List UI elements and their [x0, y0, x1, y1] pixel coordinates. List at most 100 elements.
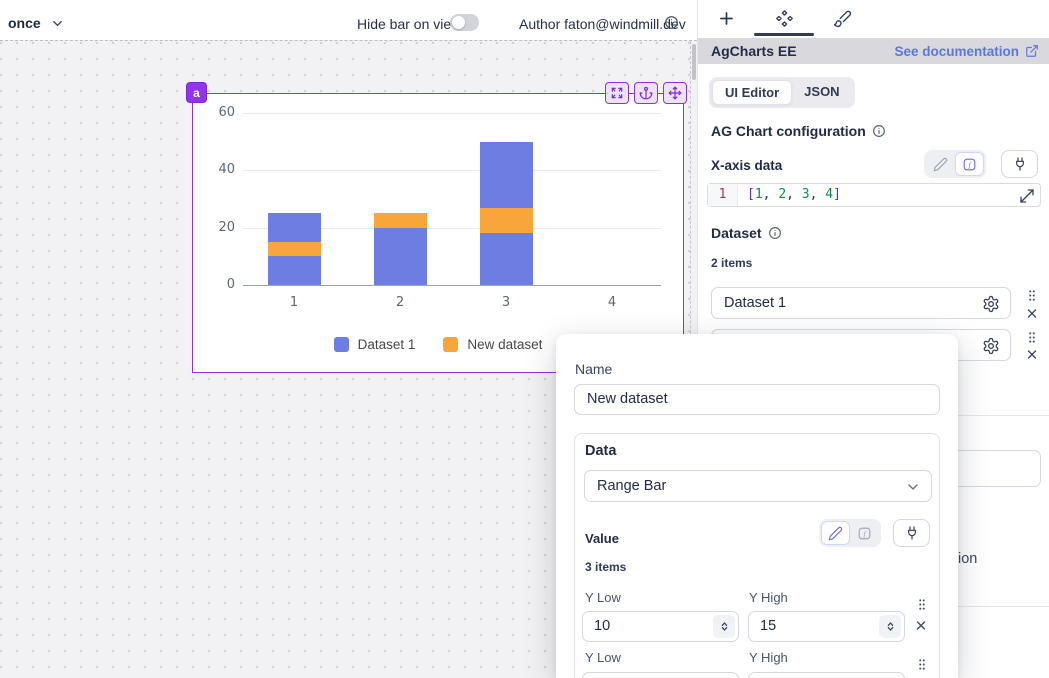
x-axis-tick-label: 3: [501, 295, 511, 310]
spinner-chevrons-icon: [884, 620, 897, 633]
drag-handle-icon[interactable]: [1025, 288, 1039, 303]
dataset-count: 2 items: [711, 256, 753, 270]
tab-json[interactable]: JSON: [804, 84, 840, 99]
remove-row-icon[interactable]: [914, 618, 928, 633]
legend-item[interactable]: Dataset 1: [333, 337, 415, 352]
run-mode-label: once: [8, 15, 41, 31]
panel-title: AgCharts EE: [711, 43, 797, 59]
spinner-chevrons-icon: [718, 620, 731, 633]
drag-handle-icon[interactable]: [1025, 330, 1039, 345]
anchor-component-button[interactable]: [634, 82, 658, 104]
plug-icon: [904, 525, 920, 541]
legend-swatch: [443, 337, 459, 352]
code-token: 2: [778, 187, 787, 202]
y-low-label: Y Low: [585, 650, 621, 665]
agcharts-component[interactable]: a 0 20 40 60 1 2 3 4 Dataset 1 New dataset: [186, 82, 687, 373]
tab-component-settings[interactable]: [770, 5, 798, 31]
function-icon: [962, 157, 977, 172]
dataset-settings-modal: Name New dataset Data Range Bar Value 3 …: [556, 334, 958, 678]
info-icon[interactable]: [872, 124, 886, 138]
y-low-input: [582, 672, 739, 678]
hide-bar-toggle[interactable]: [450, 14, 479, 31]
anchor-icon: [639, 86, 653, 100]
connect-input-button[interactable]: [893, 519, 930, 547]
value-input-mode-group: [819, 519, 881, 547]
code-token: 3: [801, 187, 810, 202]
gear-icon[interactable]: [982, 295, 1000, 313]
see-documentation-link[interactable]: See documentation: [894, 44, 1039, 59]
move-component-button[interactable]: [663, 82, 687, 104]
y-low-value[interactable]: [582, 672, 739, 678]
paintbrush-icon: [833, 9, 852, 28]
dataset-name-field[interactable]: New dataset: [574, 384, 940, 415]
y-low-value[interactable]: 10: [582, 611, 739, 642]
data-section: Data Range Bar Value 3 items Y Low Y Hig…: [574, 433, 940, 678]
panel-header: AgCharts EE See documentation: [698, 38, 1049, 64]
canvas-scrollbar[interactable]: [692, 44, 696, 80]
tab-styling[interactable]: [828, 5, 856, 31]
code-line[interactable]: [1, 2, 3, 4]: [738, 184, 1040, 206]
xaxis-code-editor[interactable]: 1 [1, 2, 3, 4]: [707, 183, 1041, 207]
static-edit-button[interactable]: [926, 152, 955, 176]
chevron-down-icon: [50, 16, 65, 31]
y-axis-tick-label: 40: [218, 162, 235, 178]
code-token: ,: [809, 187, 826, 202]
run-mode-select[interactable]: once: [8, 15, 65, 31]
pencil-icon: [933, 157, 948, 172]
code-token: [: [747, 187, 755, 202]
expand-editor-icon[interactable]: [1019, 188, 1035, 204]
active-tab-underline: [754, 33, 814, 36]
chart-legend: Dataset 1 New dataset: [193, 337, 683, 352]
number-spinner[interactable]: [713, 615, 735, 638]
data-section-title: Data: [585, 443, 617, 459]
legend-item[interactable]: New dataset: [443, 337, 542, 352]
panel-text-fragment: ion: [958, 551, 978, 567]
component-id-badge: a: [186, 82, 207, 103]
code-token: 1: [754, 187, 763, 202]
number-spinner[interactable]: [879, 615, 901, 638]
xaxis-input-mode-group: [924, 150, 986, 178]
config-title-label: AG Chart configuration: [711, 123, 866, 139]
config-section-title: AG Chart configuration: [711, 123, 886, 139]
plus-icon: [717, 9, 736, 28]
value-label: Value: [585, 531, 619, 546]
info-icon[interactable]: [768, 226, 782, 240]
top-toolbar: once Hide bar on view Author faton@windm…: [0, 0, 697, 40]
y-low-input: 10: [582, 611, 739, 642]
chart-gridline: [243, 285, 661, 286]
y-high-value[interactable]: 15: [748, 611, 905, 642]
tab-ui-editor[interactable]: UI Editor: [712, 80, 793, 105]
bar-dataset-1: [373, 227, 427, 285]
plug-icon: [1012, 156, 1028, 172]
author-label: Author faton@windmill.dev: [519, 16, 686, 32]
x-axis-tick-label: 4: [607, 295, 617, 310]
eval-expression-button[interactable]: [850, 521, 879, 545]
doc-link-label: See documentation: [894, 43, 1019, 59]
expand-component-button[interactable]: [605, 82, 629, 104]
eval-expression-button[interactable]: [955, 152, 984, 176]
chart-gridline: [243, 113, 661, 114]
connect-input-button[interactable]: [1001, 150, 1038, 178]
legend-swatch: [333, 337, 349, 352]
x-axis-tick-label: 2: [395, 295, 405, 310]
y-low-label: Y Low: [585, 590, 621, 605]
info-icon[interactable]: [664, 15, 679, 30]
pencil-icon: [828, 526, 843, 541]
y-high-value[interactable]: [748, 672, 905, 678]
x-axis-tick-label: 1: [289, 295, 299, 310]
code-token: ,: [762, 187, 779, 202]
dataset-row: Dataset 1: [711, 287, 1011, 319]
gear-icon[interactable]: [982, 337, 1000, 355]
remove-dataset-icon[interactable]: [1025, 347, 1039, 362]
drag-handle-icon[interactable]: [915, 597, 929, 612]
chart-gridline: [243, 227, 661, 229]
series-type-select[interactable]: Range Bar: [584, 470, 932, 502]
drag-handle-icon[interactable]: [915, 657, 929, 672]
code-token: ,: [786, 187, 802, 202]
y-high-label: Y High: [749, 590, 788, 605]
dataset-name-input[interactable]: Dataset 1: [724, 295, 787, 311]
tab-insert-component[interactable]: [712, 5, 740, 31]
static-edit-button[interactable]: [821, 521, 850, 545]
remove-dataset-icon[interactable]: [1025, 306, 1039, 321]
